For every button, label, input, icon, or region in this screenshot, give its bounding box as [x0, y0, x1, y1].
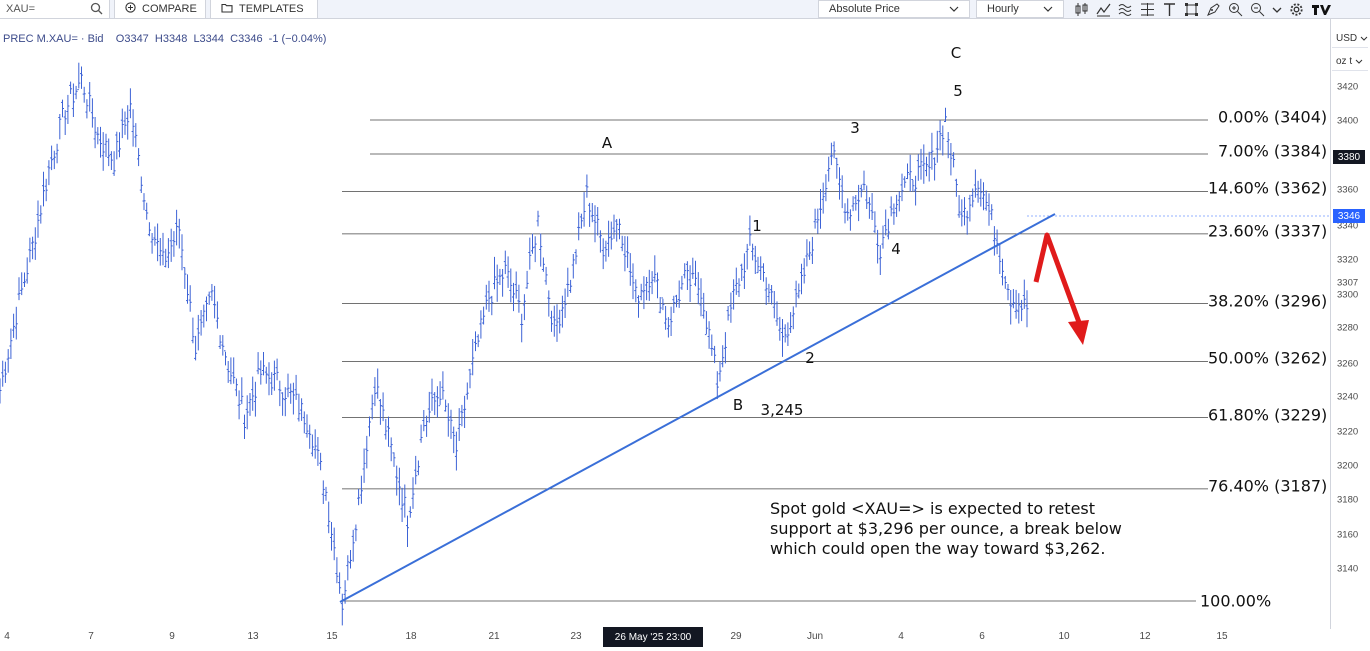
- y-tick-label: 3280: [1337, 322, 1359, 334]
- wave-label-a: A: [601, 134, 613, 152]
- y-tick-label: 3180: [1337, 494, 1359, 506]
- y-tick-label: 3140: [1337, 563, 1359, 575]
- fib-level-label: 7.00% (3384): [1218, 141, 1328, 161]
- price-axis[interactable]: [1330, 19, 1370, 629]
- x-tick-label: 15: [1216, 631, 1228, 642]
- y-tick-label: 3307: [1337, 277, 1359, 289]
- x-tick-label: Jun: [806, 631, 824, 642]
- fib-icon[interactable]: [1118, 2, 1133, 17]
- symbol-text: XAU=: [6, 3, 36, 15]
- fib-level-label: 38.20% (3296): [1208, 291, 1328, 311]
- zoom-in-icon[interactable]: [1228, 2, 1243, 17]
- currency-label: USD: [1336, 33, 1358, 44]
- shape-tool-icon[interactable]: [1184, 2, 1199, 17]
- x-tick-label: 4: [4, 631, 10, 642]
- chevron-down-icon: [949, 3, 959, 15]
- search-icon[interactable]: [90, 2, 103, 18]
- fib-level-label: 23.60% (3337): [1208, 221, 1328, 241]
- chevron-down-icon: [1355, 56, 1363, 67]
- price-type-select[interactable]: Absolute Price: [818, 0, 970, 18]
- y-tick-label: 3260: [1337, 358, 1359, 370]
- y-tick-label: 3300: [1337, 289, 1359, 301]
- y-tick-label: 3320: [1337, 254, 1359, 266]
- price-tag-3380: 3380: [1333, 150, 1365, 164]
- compare-button[interactable]: COMPARE: [114, 0, 206, 18]
- top-toolbar: XAU= COMPARE TEMPLATES Absolute Price Ho…: [0, 0, 1370, 19]
- indicator-icon[interactable]: [1096, 2, 1111, 17]
- logo-icon: [1311, 2, 1331, 17]
- wave-label-c: C: [950, 44, 962, 62]
- x-tick-label: 6: [979, 631, 985, 642]
- x-tick-label: 21: [488, 631, 500, 642]
- drawing-tools: [1074, 1, 1331, 17]
- plus-circle-icon: [125, 2, 136, 16]
- x-tick-label: 23: [570, 631, 582, 642]
- x-tick-label: 15: [326, 631, 338, 642]
- chevron-down-icon: [1360, 33, 1368, 44]
- y-tick-label: 3160: [1337, 529, 1359, 541]
- last-price-tag: 3346: [1333, 209, 1365, 223]
- y-tick-label: 3200: [1337, 460, 1359, 472]
- unit-select[interactable]: oz t: [1332, 53, 1368, 71]
- y-tick-label: 3220: [1337, 426, 1359, 438]
- y-tick-label: 3400: [1337, 115, 1359, 127]
- fib-level-label: 0.00% (3404): [1218, 107, 1328, 127]
- annotation-line: Spot gold <XAU=> is expected to retest: [770, 499, 1096, 518]
- x-tick-label: 7: [88, 631, 94, 642]
- fib-level-label: 61.80% (3229): [1208, 405, 1328, 424]
- candles-icon[interactable]: [1074, 2, 1089, 17]
- arrow-head: [1068, 320, 1089, 345]
- wave-label-b: B: [732, 396, 744, 414]
- symbol-input[interactable]: XAU=: [0, 0, 110, 18]
- x-tick-label: 18: [405, 631, 417, 642]
- zoom-out-icon[interactable]: [1250, 2, 1265, 17]
- fib-level-label: 76.40% (3187): [1208, 476, 1328, 496]
- x-tick-label: 12: [1139, 631, 1151, 642]
- price-legend: PREC M.XAU= · Bid O3347 H3348 L3344 C334…: [3, 33, 327, 45]
- wave-label-5: 5: [953, 82, 963, 100]
- wave-label-2: 2: [805, 349, 815, 367]
- folder-icon: [221, 3, 233, 16]
- wave-label-3: 3: [850, 119, 860, 137]
- wave-label-1: 1: [752, 217, 762, 235]
- y-tick-label: 3340: [1337, 220, 1359, 232]
- interval-value: Hourly: [987, 3, 1019, 15]
- crosshair-time-label: 26 May '25 23:00: [603, 627, 703, 647]
- x-tick-label: 4: [898, 631, 904, 642]
- price-chart[interactable]: [0, 19, 1330, 627]
- price-type-value: Absolute Price: [829, 3, 900, 15]
- text-tool-icon[interactable]: [1162, 2, 1177, 17]
- templates-label: TEMPLATES: [239, 3, 304, 15]
- y-tick-label: 3240: [1337, 391, 1359, 403]
- interval-select[interactable]: Hourly: [976, 0, 1064, 18]
- forecast-arrow: [1033, 232, 1083, 326]
- annotation-line: support at $3,296 per ounce, a break bel…: [770, 519, 1122, 538]
- x-tick-label: 9: [169, 631, 175, 642]
- trend-line: [339, 213, 1056, 603]
- fib-level-label: 50.00% (3262): [1208, 348, 1328, 368]
- annotation-icon[interactable]: [1206, 2, 1221, 17]
- fib-level-label: 14.60% (3362): [1208, 178, 1328, 198]
- annotation-line: which could open the way toward $3,262.: [770, 539, 1106, 558]
- crosshair-tool-icon[interactable]: [1140, 2, 1155, 17]
- x-tick-label: 10: [1058, 631, 1070, 642]
- low-value-label: 3,245: [760, 401, 804, 419]
- fib-level-label: 100.00%: [1200, 591, 1272, 611]
- x-tick-label: 29: [730, 631, 742, 642]
- x-tick-label: 13: [247, 631, 259, 642]
- unit-label: oz t: [1336, 56, 1353, 67]
- compare-label: COMPARE: [142, 3, 197, 15]
- currency-select[interactable]: USD: [1332, 30, 1368, 48]
- y-tick-label: 3420: [1337, 81, 1359, 93]
- annotation-text: Spot gold <XAU=> is expected to retest s…: [770, 499, 1170, 559]
- chevron-down-icon[interactable]: [1272, 2, 1282, 17]
- wave-label-4: 4: [891, 240, 901, 258]
- templates-button[interactable]: TEMPLATES: [210, 0, 318, 18]
- y-tick-label: 3360: [1337, 184, 1359, 196]
- gear-icon[interactable]: [1289, 2, 1304, 17]
- chevron-down-icon: [1043, 3, 1053, 15]
